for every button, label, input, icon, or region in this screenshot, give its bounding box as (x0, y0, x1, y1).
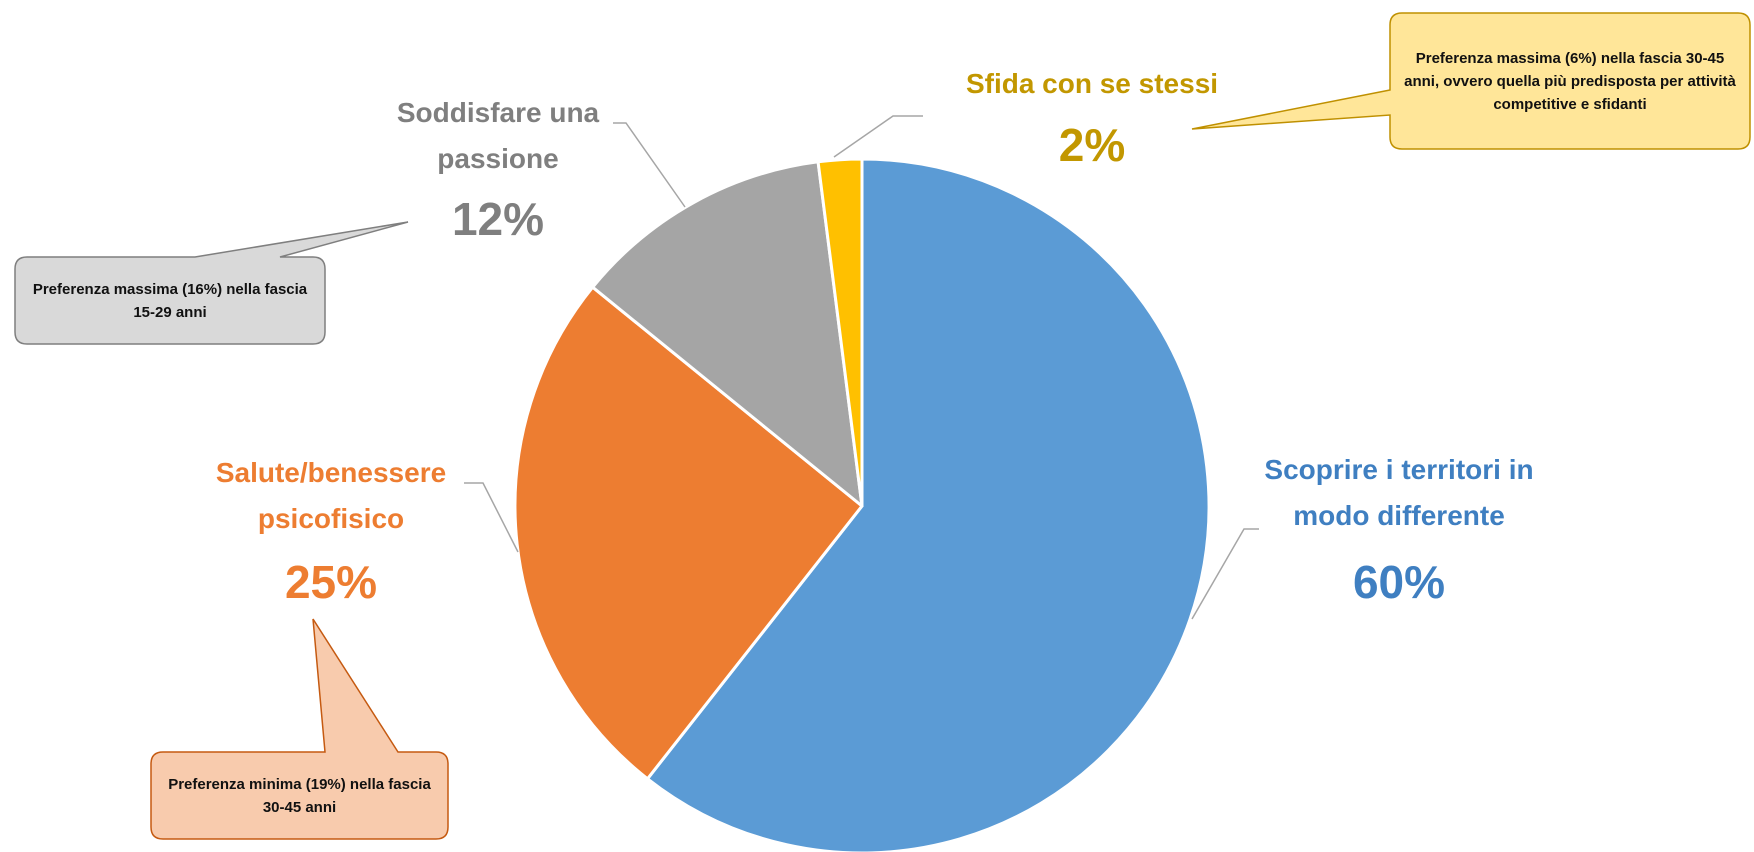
slice-label: Soddisfare una passione (396, 97, 600, 174)
value-label: 25% (284, 556, 378, 608)
callout-text: Preferenza massima (16%) nella fascia 15… (32, 280, 308, 321)
slice-label: Salute/benessere psicofisico (215, 457, 447, 534)
pie-slice (591, 160, 864, 508)
callout-text: Preferenza minima (19%) nella fascia 30-… (168, 775, 431, 816)
leader-line (613, 122, 686, 208)
pie-slice (816, 157, 864, 508)
value-label: 60% (1352, 556, 1446, 608)
leader-line (833, 115, 923, 158)
value-label: 2% (1058, 119, 1126, 171)
callout (150, 618, 449, 840)
value-label: 12% (451, 193, 545, 245)
callout-text: Preferenza massima (6%) nella fascia 30-… (1404, 49, 1736, 113)
pie (513, 157, 1211, 852)
callout (1191, 12, 1751, 150)
pie-slice (513, 285, 864, 781)
slice-label: Sfida con se stessi (965, 68, 1219, 99)
callout (14, 221, 409, 345)
leader-line (464, 482, 519, 553)
slice-label: Scoprire i territori in modo differente (1264, 454, 1534, 531)
leader-line (1191, 528, 1259, 620)
